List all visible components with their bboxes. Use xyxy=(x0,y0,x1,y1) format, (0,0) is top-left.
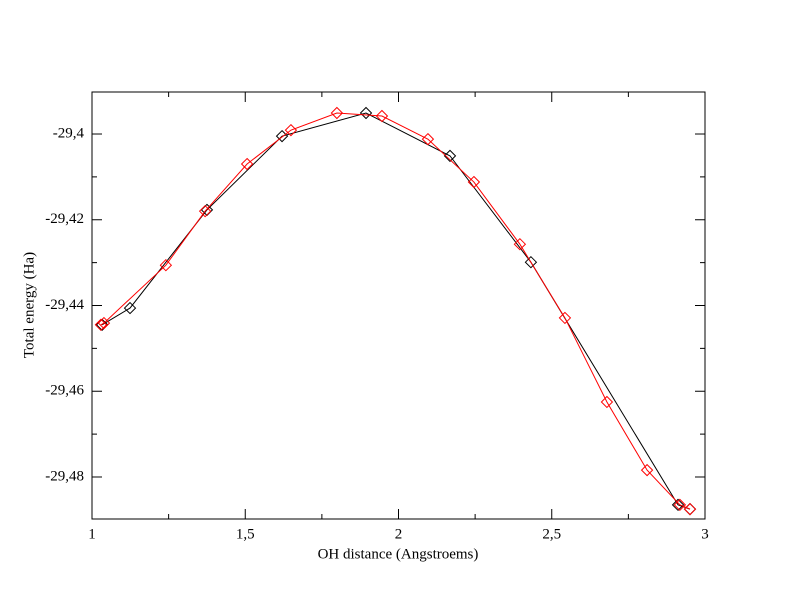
diamond-marker xyxy=(513,237,527,251)
diamond-marker xyxy=(359,106,373,120)
diamond-marker xyxy=(330,106,344,120)
series-line xyxy=(101,112,691,510)
diamond-marker xyxy=(683,502,697,516)
diamond-marker xyxy=(683,502,697,516)
x-tick-label: 2 xyxy=(395,526,403,542)
diamond-marker xyxy=(640,463,654,477)
plot-frame xyxy=(91,91,706,520)
diamond-marker xyxy=(123,301,137,315)
diamond-marker xyxy=(94,318,108,331)
x-tick-label: 2,5 xyxy=(542,526,561,542)
diamond-marker xyxy=(198,204,212,218)
diamond-marker xyxy=(375,109,389,123)
y-tick-label: -29,4 xyxy=(53,125,85,141)
diamond-marker xyxy=(97,316,111,330)
diamond-marker xyxy=(671,498,685,512)
y-tick-label: -29,44 xyxy=(45,297,84,313)
diamond-marker xyxy=(467,175,481,189)
series-line xyxy=(100,112,691,510)
diamond-marker xyxy=(673,498,687,512)
x-tick-label: 3 xyxy=(701,526,709,542)
diamond-marker xyxy=(558,311,572,325)
diamond-marker xyxy=(159,258,173,272)
diamond-marker xyxy=(443,149,457,163)
y-tick-label: -29,46 xyxy=(45,383,84,399)
diamond-marker xyxy=(284,123,298,137)
diamond-marker xyxy=(421,132,435,146)
x-tick-label: 1 xyxy=(88,526,96,542)
diamond-marker xyxy=(600,395,614,409)
y-axis-label: Total energy (Ha) xyxy=(21,252,37,358)
diamond-marker xyxy=(240,157,254,171)
y-tick-label: -29,48 xyxy=(45,468,84,484)
y-tick-label: -29,42 xyxy=(45,211,84,227)
x-axis-label: OH distance (Angstroems) xyxy=(318,546,479,562)
x-tick-label: 1,5 xyxy=(236,526,255,542)
diamond-marker xyxy=(524,255,538,269)
